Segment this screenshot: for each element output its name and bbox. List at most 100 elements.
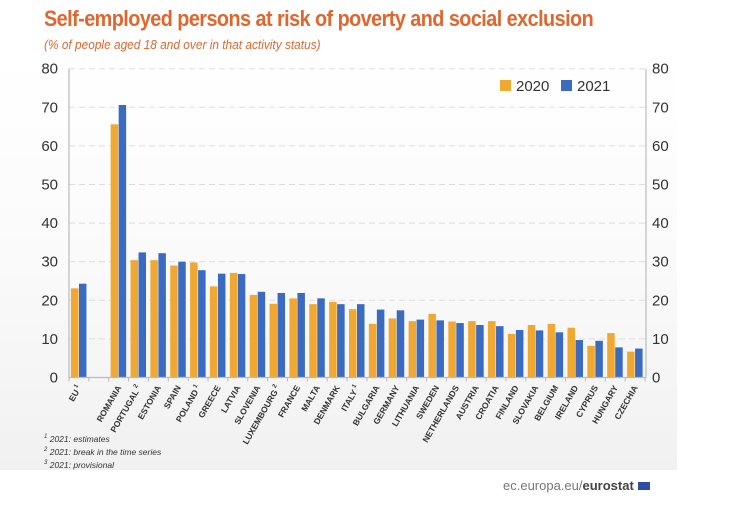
bar-2021-sweden	[436, 320, 444, 378]
y-axis-left-ticks: 0 10 20 30 40 50 60 70 80	[41, 61, 58, 387]
y-tick-label-left: 40	[41, 215, 58, 232]
chart-subtitle: (% of people aged 18 and over in that ac…	[44, 38, 321, 52]
bar-2021-finland	[515, 330, 524, 378]
y-tick-label-left: 20	[41, 292, 58, 309]
y-tick-label-left: 10	[41, 331, 58, 348]
y-tick-label-right: 80	[652, 61, 669, 78]
bar-2020-lithuania	[408, 321, 417, 378]
bar-2021-cyprus	[595, 340, 603, 378]
legend-swatch-2021	[561, 80, 572, 91]
bar-2021-estonia	[158, 253, 166, 378]
footnote: 1 2021: estimates	[44, 433, 110, 444]
bar-2020-germany	[388, 318, 397, 378]
footnote-mark: 2	[132, 383, 140, 391]
bar-2021-ireland	[575, 340, 583, 378]
bar-2020-belgium	[547, 323, 556, 378]
y-tick-label-left: 50	[41, 177, 58, 194]
footnote-mark: 1	[351, 383, 359, 391]
y-tick-label-left: 0	[50, 370, 58, 387]
y-tick-label-right: 70	[652, 99, 669, 116]
footnotes: 1 2021: estimates 2 2021: break in the t…	[44, 432, 161, 470]
bar-2020-latvia	[229, 272, 238, 378]
footnote: 2 2021: break in the time series	[44, 446, 162, 457]
x-tick-label: France	[276, 383, 303, 419]
bar-2021-portugal	[138, 252, 147, 378]
bar-2020-hungary	[607, 333, 615, 378]
bar-2021-slovakia	[535, 330, 544, 378]
bar-2021-czechia	[635, 348, 643, 378]
bar-2021-france	[297, 292, 305, 378]
bar-2020-slovakia	[527, 325, 536, 378]
footnote-mark: 2	[271, 383, 279, 391]
bar-2020-france	[289, 298, 297, 378]
bar-2020-cyprus	[587, 345, 595, 378]
bar-2020-estonia	[150, 260, 158, 378]
bar-2020-poland	[190, 262, 198, 378]
footnote-mark: 1	[72, 383, 80, 391]
bar-2021-malta	[317, 298, 325, 378]
x-tick-label: Estonia	[136, 384, 163, 422]
legend: 2020 2021	[500, 78, 610, 95]
legend-swatch-2020	[500, 80, 511, 91]
bar-2021-spain	[178, 261, 186, 378]
y-tick-label-right: 40	[652, 215, 669, 232]
y-axis-right-ticks: 0 10 20 30 40 50 60 70 80	[652, 61, 669, 387]
bar-2021-italy	[357, 304, 365, 378]
bar-2020-bulgaria	[368, 323, 377, 378]
bar-2020-ireland	[567, 327, 575, 378]
chart-title: Self-employed persons at risk of poverty…	[44, 6, 594, 31]
bar-2021-hungary	[615, 347, 623, 378]
legend-label-2021: 2021	[577, 78, 610, 95]
y-tick-label-right: 0	[652, 370, 660, 387]
y-tick-label-left: 70	[41, 99, 58, 116]
bar-2021-eu	[78, 283, 87, 378]
y-tick-label-left: 30	[41, 254, 58, 271]
bar-2020-slovenia	[249, 294, 258, 378]
bar-2020-romania	[110, 124, 119, 378]
bar-2020-luxembourg	[269, 303, 278, 378]
bar-2021-latvia	[237, 274, 246, 378]
source-link[interactable]: ec.europa.eu/eurostat	[503, 478, 650, 493]
bar-2020-sweden	[428, 313, 436, 378]
bar-2021-croatia	[496, 326, 504, 378]
bar-2020-austria	[468, 321, 476, 378]
bar-2021-bulgaria	[376, 309, 385, 378]
bar-2021-lithuania	[416, 319, 425, 378]
legend-label-2020: 2020	[516, 78, 549, 95]
bar-2020-portugal	[130, 260, 139, 378]
bar-2020-malta	[309, 304, 317, 378]
bar-2021-belgium	[555, 332, 564, 378]
bar-2020-denmark	[329, 301, 337, 378]
y-tick-label-right: 20	[652, 292, 669, 309]
bars	[70, 104, 643, 378]
y-tick-label-right: 50	[652, 177, 669, 194]
y-tick-label-left: 80	[41, 61, 58, 78]
bar-2021-luxembourg	[277, 292, 286, 378]
bar-2020-finland	[507, 333, 516, 378]
bar-2020-eu	[70, 288, 79, 378]
y-tick-label-left: 60	[41, 138, 58, 155]
bar-2020-spain	[170, 265, 178, 378]
bar-2021-germany	[396, 310, 405, 378]
y-tick-label-right: 30	[652, 254, 669, 271]
x-tick-label: EU 1	[67, 383, 84, 403]
x-tick-label: Greece	[196, 383, 223, 419]
bar-2021-denmark	[337, 304, 345, 378]
bar-2020-czechia	[627, 351, 635, 378]
bar-2021-netherlands	[456, 323, 464, 378]
y-tick-label-right: 10	[652, 331, 669, 348]
x-tick-label: Spain	[162, 384, 183, 411]
axes	[68, 68, 647, 382]
bar-2020-croatia	[488, 321, 496, 378]
bar-2020-italy	[349, 309, 357, 378]
footnote-mark: 1	[192, 383, 200, 391]
bar-2021-austria	[476, 325, 484, 378]
bar-2021-greece	[217, 273, 226, 378]
footnote: 3 2021: provisional	[44, 459, 114, 470]
bar-2021-romania	[118, 104, 127, 378]
bar-2021-poland	[198, 270, 206, 378]
bar-2021-slovenia	[257, 291, 266, 378]
eu-flag-icon	[637, 481, 650, 490]
bar-2020-greece	[209, 286, 218, 378]
